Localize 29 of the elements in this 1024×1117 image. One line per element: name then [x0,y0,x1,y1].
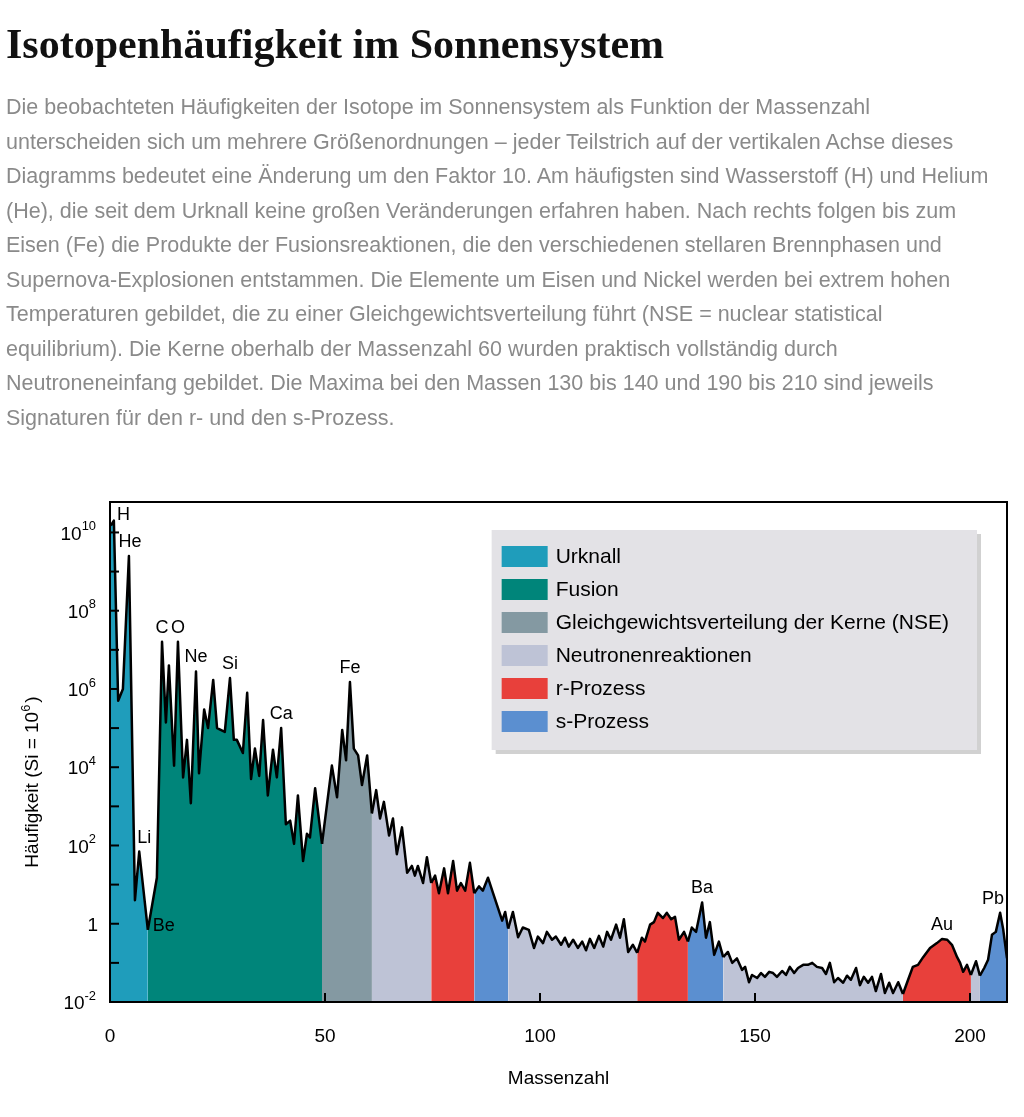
legend-label: r-Prozess [555,675,646,699]
x-tick-label: 0 [104,1025,116,1046]
annotation: H [117,503,130,524]
text: Die beobachteten Häufigkeiten der Isotope im Sonnensystem als Funktion der Massenzahl unterscheiden sich um mehrere Größenordnungen – jeder Teilstrich auf der vertikalen Achse dieses Diagramms bedeutet eine Änderung um den Faktor 10. Am häufigsten sind Wasserstoff (H) und Helium (He), die seit dem Urknall keine großen Veränderungen erfahren haben. Nach rechts folgen bis zum Eisen (Fe) die Produkte der Fusionsreaktionen, die den verschiedenen stellaren Brennphasen und Supernova-Explosionen entstammen. Die Elemente um Eisen und Nickel werden bei extrem hohen Temperaturen gebildet, die zu einer Gleichgewichtsverteilung führt (NSE = nuclear statistical equilibrium). Die Kerne oberhalb der Massenzahl 60 wurden praktisch vollständig durch Neutroneneinfang gebildet. Die Maxima bei den Massen 130 bis 140 und 190 bis 210 sind jeweils Signaturen für den r- und den s-Prozess. [6,95,989,430]
annotation: Fe [339,657,361,678]
annotation: Ca [269,703,294,724]
annotation: Au [931,913,954,934]
annotation: Ne [184,646,208,667]
legend-label: s-Prozess [555,708,650,732]
legend-label: Fusion [555,576,619,600]
annotation: C [155,616,169,637]
annotation: He [118,530,142,551]
legend-label: Gleichgewichtsverteilung der Kerne (NSE) [555,609,949,633]
legend-label: Urknall [555,543,622,567]
annotation: Ba [691,877,715,898]
chart-title: Isotopenhäufigkeit im Sonnensystem [6,20,666,69]
x-tick-label: 150 [739,1025,771,1046]
annotation: Pb [981,887,1005,908]
annotation: Be [152,914,175,935]
x-tick-label: 200 [954,1025,986,1046]
annotation: Li [137,826,152,847]
annotation: Si [221,653,238,674]
x-tick-label: 100 [524,1025,556,1046]
y-tick-label: 1 [87,913,99,935]
annotation: O [170,616,185,637]
y-axis-title: Häufigkeit (Si = 106) [18,696,42,868]
x-tick-label: 50 [314,1025,336,1046]
x-axis-title: Massenzahl [507,1067,610,1088]
legend-label: Neutronenreaktionen [555,642,752,666]
